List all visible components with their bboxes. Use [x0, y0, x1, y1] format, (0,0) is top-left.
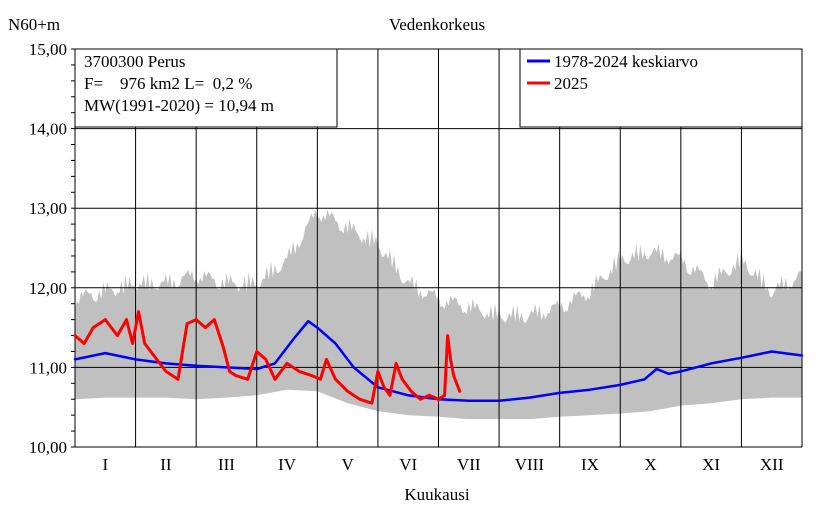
y-tick-label: 10,00: [29, 438, 67, 457]
x-tick-label: IV: [278, 455, 297, 474]
legend-label-mean: 1978-2024 keskiarvo: [554, 52, 698, 71]
x-tick-label: VII: [457, 455, 481, 474]
info-station: 3700300 Perus: [84, 52, 186, 71]
x-tick-labels: I II III IV V VI VII VIII IX X XI XII: [102, 455, 783, 474]
x-axis-label: Kuukausi: [404, 485, 469, 504]
chart-title: Vedenkorkeus: [389, 15, 485, 34]
x-tick-label: VIII: [515, 455, 545, 474]
info-box: [74, 48, 338, 128]
y-tick-label: 13,00: [29, 199, 67, 218]
x-tick-label: XII: [760, 455, 784, 474]
x-tick-label: I: [102, 455, 108, 474]
x-tick-label: IX: [581, 455, 599, 474]
x-tick-label: VI: [399, 455, 417, 474]
legend-label-2025: 2025: [554, 74, 588, 93]
legend-box: [519, 48, 803, 128]
info-area: F= 976 km2 L= 0,2 %: [84, 74, 252, 93]
data-series: [73, 310, 804, 405]
y-tick-label: 14,00: [29, 120, 67, 139]
y-tick-label: 15,00: [29, 40, 67, 59]
x-tick-label: X: [644, 455, 656, 474]
y-tick-label: 12,00: [29, 279, 67, 298]
x-tick-label: III: [218, 455, 235, 474]
x-tick-label: II: [160, 455, 172, 474]
y-tick-labels: 10,00 11,00 12,00 13,00 14,00 15,00: [29, 40, 67, 457]
y-tick-label: 11,00: [29, 358, 67, 377]
series-2025-line: [73, 310, 462, 405]
info-mean: MW(1991-2020) = 10,94 m: [84, 96, 274, 115]
x-tick-label: V: [341, 455, 354, 474]
x-tick-label: XI: [702, 455, 720, 474]
y-axis-label: N60+m: [8, 15, 60, 34]
